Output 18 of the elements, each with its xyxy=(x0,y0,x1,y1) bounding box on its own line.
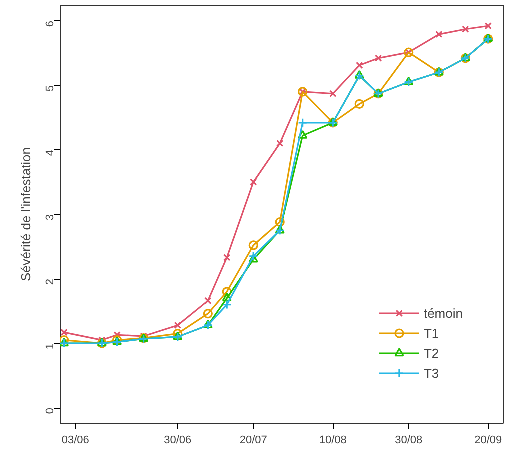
x-tick-label: 30/08 xyxy=(395,434,423,446)
legend-label: T1 xyxy=(424,326,440,340)
legend-label: témoin xyxy=(424,306,463,320)
y-axis-title: Sévérité de l'infestation xyxy=(18,147,34,282)
x-tick-label: 20/09 xyxy=(474,434,502,446)
y-tick-label: 2 xyxy=(44,279,56,286)
y-tick-label: 0 xyxy=(44,408,56,414)
x-tick-label: 20/07 xyxy=(240,434,268,446)
y-tick-label: 5 xyxy=(44,85,56,92)
x-tick-label: 30/06 xyxy=(164,434,192,446)
legend-label: T3 xyxy=(424,366,440,380)
x-tick-label: 03/06 xyxy=(62,434,90,446)
legend-label: T2 xyxy=(424,346,440,360)
y-tick-label: 1 xyxy=(44,344,56,350)
y-tick-label: 4 xyxy=(44,150,56,156)
y-tick-label: 6 xyxy=(44,20,56,28)
y-tick-label: 3 xyxy=(44,214,56,221)
x-tick-label: 10/08 xyxy=(319,434,347,446)
